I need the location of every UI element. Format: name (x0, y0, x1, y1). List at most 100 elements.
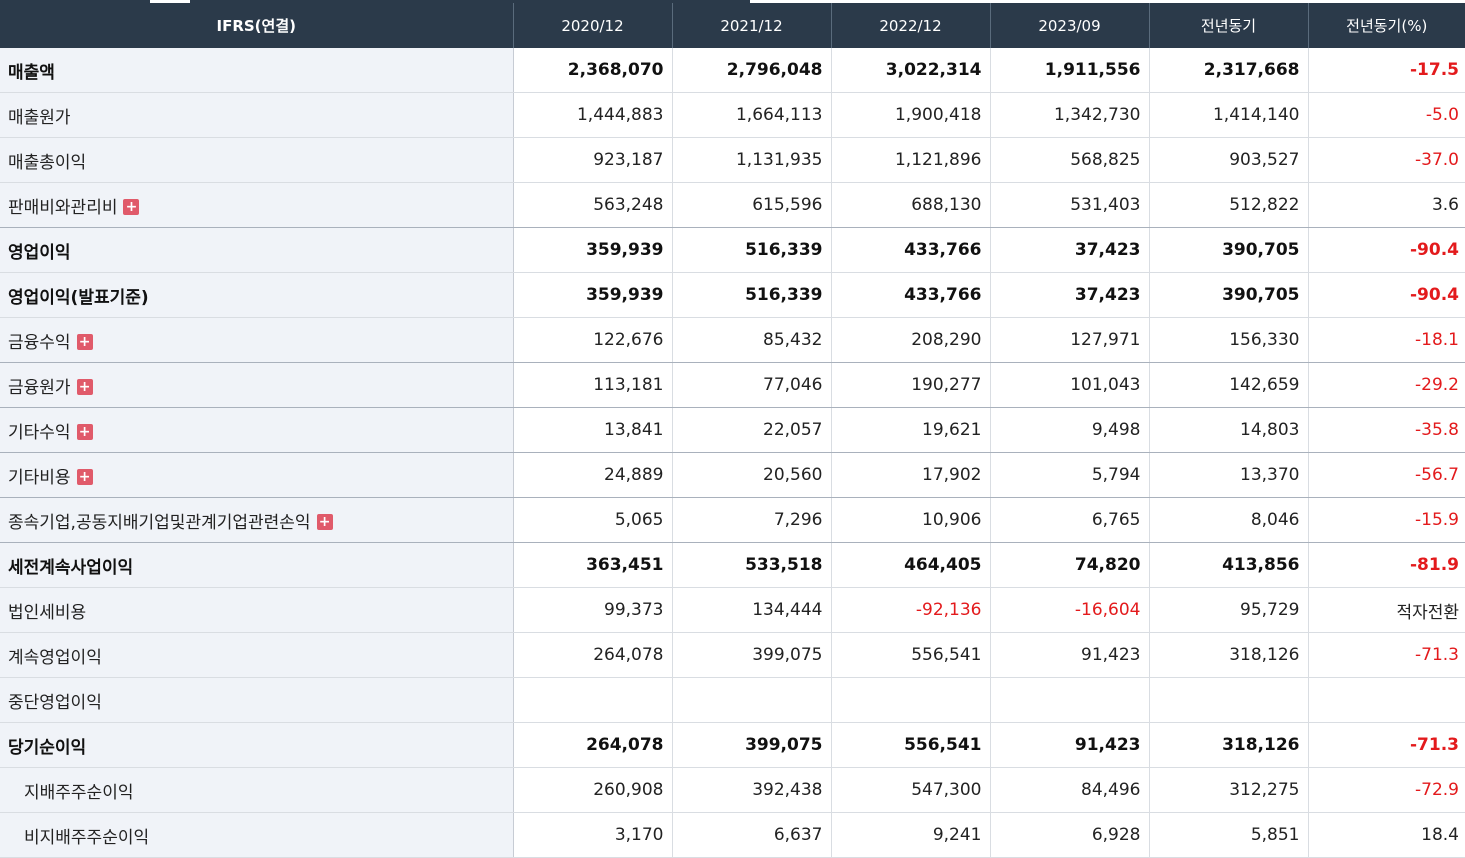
cell-value: 8,046 (1149, 497, 1309, 543)
cell-value: 903,527 (1149, 137, 1309, 183)
cell-value: 20,560 (672, 452, 832, 498)
cell-value: 1,664,113 (672, 92, 832, 138)
cell-value: 399,075 (672, 722, 832, 768)
cell-value: 134,444 (672, 587, 832, 633)
expand-plus-icon[interactable]: + (123, 198, 140, 215)
cell-value: 24,889 (513, 452, 673, 498)
cell-value: 99,373 (513, 587, 673, 633)
table-row-cost-of-sales: 매출원가 1,444,883 1,664,113 1,900,418 1,342… (0, 92, 1465, 138)
cell-value: 359,939 (513, 272, 673, 318)
table-row-financial-cost: 금융원가 + 113,181 77,046 190,277 101,043 142… (0, 362, 1465, 408)
table-row-operating-profit: 영업이익 359,939 516,339 433,766 37,423 390,… (0, 227, 1465, 273)
income-statement-table: IFRS(연결) 2020/12 2021/12 2022/12 2023/09… (0, 3, 1465, 858)
table-row-noncontrolling-net-income: 비지배주주순이익 3,170 6,637 9,241 6,928 5,851 1… (0, 812, 1465, 858)
cell-value: 6,928 (990, 812, 1150, 858)
cell-value: 85,432 (672, 317, 832, 363)
cell-value: 5,065 (513, 497, 673, 543)
header-period-2021-12[interactable]: 2021/12 (672, 3, 832, 48)
cell-value: 1,342,730 (990, 92, 1150, 138)
header-period-2022-12[interactable]: 2022/12 (831, 3, 991, 48)
cell-value: 390,705 (1149, 227, 1309, 273)
table-row-gross-profit: 매출총이익 923,187 1,131,935 1,121,896 568,82… (0, 137, 1465, 183)
header-row: IFRS(연결) 2020/12 2021/12 2022/12 2023/09… (0, 3, 1465, 48)
cell-value: 1,414,140 (1149, 92, 1309, 138)
cell-value: 318,126 (1149, 722, 1309, 768)
expand-plus-icon[interactable]: + (316, 513, 333, 530)
cell-change-pct: -5.0 (1308, 92, 1465, 138)
cell-value: 95,729 (1149, 587, 1309, 633)
cell-value: 363,451 (513, 542, 673, 588)
cell-value: 74,820 (990, 542, 1150, 588)
cell-change-pct: -17.5 (1308, 48, 1465, 93)
cell-change-pct: -90.4 (1308, 227, 1465, 273)
cell-change-pct: -71.3 (1308, 722, 1465, 768)
cell-value: 568,825 (990, 137, 1150, 183)
row-label-text: 금융수익 (8, 332, 71, 353)
cell-value: 19,621 (831, 407, 991, 453)
table-row-other-expense: 기타비용 + 24,889 20,560 17,902 5,794 13,370 … (0, 452, 1465, 498)
cell-value: 208,290 (831, 317, 991, 363)
row-label: 기타수익 + (0, 407, 514, 453)
cell-change-pct: -72.9 (1308, 767, 1465, 813)
cell-change-pct: 3.6 (1308, 182, 1465, 228)
cell-value: 512,822 (1149, 182, 1309, 228)
cell-value: 533,518 (672, 542, 832, 588)
expand-plus-icon[interactable]: + (76, 423, 93, 440)
cell-value: -16,604 (990, 587, 1150, 633)
table-row-income-tax: 법인세비용 99,373 134,444 -92,136 -16,604 95,… (0, 587, 1465, 633)
cell-value: 3,022,314 (831, 48, 991, 93)
cell-value: 77,046 (672, 362, 832, 408)
row-label: 계속영업이익 (0, 632, 514, 678)
cell-value: 2,317,668 (1149, 48, 1309, 93)
header-prev-year-same-period: 전년동기 (1149, 3, 1309, 48)
cell-value: 1,900,418 (831, 92, 991, 138)
row-label: 세전계속사업이익 (0, 542, 514, 588)
table-row-other-income: 기타수익 + 13,841 22,057 19,621 9,498 14,803 … (0, 407, 1465, 453)
header-period-2020-12[interactable]: 2020/12 (513, 3, 673, 48)
cell-value: 127,971 (990, 317, 1150, 363)
cell-change-pct: -81.9 (1308, 542, 1465, 588)
cell-value: 399,075 (672, 632, 832, 678)
cell-change-pct: -15.9 (1308, 497, 1465, 543)
cell-value (672, 677, 832, 723)
cell-value: 1,911,556 (990, 48, 1150, 93)
cell-value: 516,339 (672, 227, 832, 273)
cell-value (1149, 677, 1309, 723)
table-row-sga: 판매비와관리비 + 563,248 615,596 688,130 531,403… (0, 182, 1465, 228)
row-label-text: 종속기업,공동지배기업및관계기업관련손익 (8, 512, 311, 533)
cell-value: 1,444,883 (513, 92, 673, 138)
row-label: 기타비용 + (0, 452, 514, 498)
cell-value: 113,181 (513, 362, 673, 408)
table-row-continuing-ops-income: 계속영업이익 264,078 399,075 556,541 91,423 31… (0, 632, 1465, 678)
cell-change-pct: 적자전환 (1308, 587, 1465, 633)
cell-change-pct: 18.4 (1308, 812, 1465, 858)
row-label: 영업이익 (0, 227, 514, 273)
cell-value: 13,370 (1149, 452, 1309, 498)
row-label: 영업이익(발표기준) (0, 272, 514, 318)
cell-value: 359,939 (513, 227, 673, 273)
expand-plus-icon[interactable]: + (76, 333, 93, 350)
cell-value: 9,498 (990, 407, 1150, 453)
cell-value: 413,856 (1149, 542, 1309, 588)
cell-value: 464,405 (831, 542, 991, 588)
cell-value: 6,637 (672, 812, 832, 858)
cell-value: 5,794 (990, 452, 1150, 498)
table-row-financial-income: 금융수익 + 122,676 85,432 208,290 127,971 156… (0, 317, 1465, 363)
cell-value: 37,423 (990, 272, 1150, 318)
table-row-net-income: 당기순이익 264,078 399,075 556,541 91,423 318… (0, 722, 1465, 768)
cell-value: 91,423 (990, 632, 1150, 678)
header-prev-year-change-pct: 전년동기(%) (1308, 3, 1465, 48)
expand-plus-icon[interactable]: + (76, 468, 93, 485)
cell-value: 84,496 (990, 767, 1150, 813)
cell-value: 122,676 (513, 317, 673, 363)
header-ifrs-label: IFRS(연결) (0, 3, 514, 48)
header-period-2023-09[interactable]: 2023/09 (990, 3, 1150, 48)
cell-value: 101,043 (990, 362, 1150, 408)
cell-value: 516,339 (672, 272, 832, 318)
cell-value: 7,296 (672, 497, 832, 543)
cell-value: 547,300 (831, 767, 991, 813)
cell-change-pct: -29.2 (1308, 362, 1465, 408)
table-row-revenue: 매출액 2,368,070 2,796,048 3,022,314 1,911,… (0, 48, 1465, 93)
expand-plus-icon[interactable]: + (76, 378, 93, 395)
cell-change-pct: -35.8 (1308, 407, 1465, 453)
